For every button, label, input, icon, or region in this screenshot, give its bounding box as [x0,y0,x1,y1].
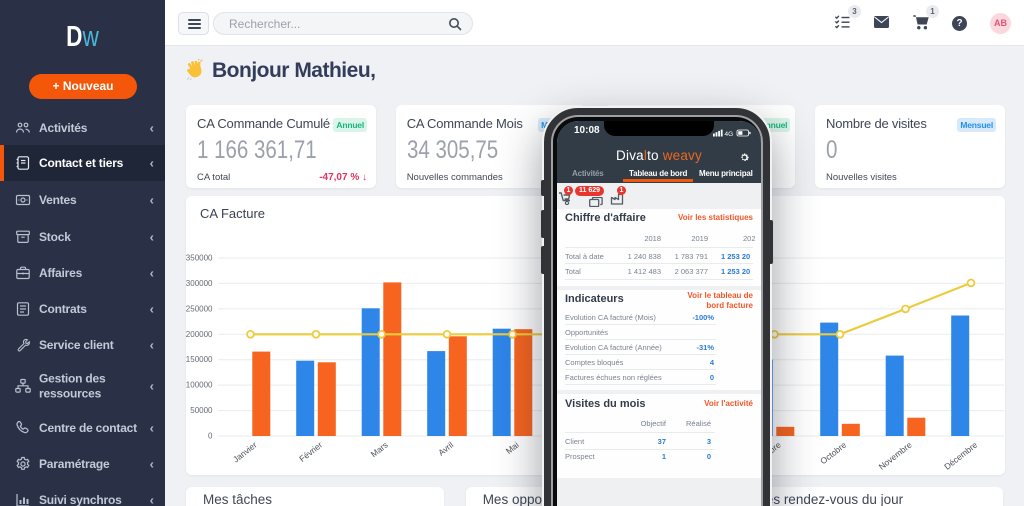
svg-text:Mai: Mai [504,440,521,456]
svg-text:100000: 100000 [186,381,213,390]
svg-text:300000: 300000 [186,279,213,288]
svg-text:Février: Février [297,440,324,464]
svg-text:0: 0 [208,432,213,441]
svg-text:Mars: Mars [369,440,390,460]
svg-text:Novembre: Novembre [877,440,914,472]
svg-text:200000: 200000 [186,330,213,339]
svg-text:Janvier: Janvier [231,440,259,465]
svg-text:250000: 250000 [186,304,213,313]
svg-text:Octobre: Octobre [818,440,848,467]
svg-text:150000: 150000 [186,355,213,364]
svg-text:Avril: Avril [436,440,455,458]
svg-text:4G: 4G [725,131,734,138]
svg-text:350000: 350000 [186,254,213,263]
svg-text:Décembre: Décembre [942,440,979,472]
svg-text:50000: 50000 [190,406,213,415]
